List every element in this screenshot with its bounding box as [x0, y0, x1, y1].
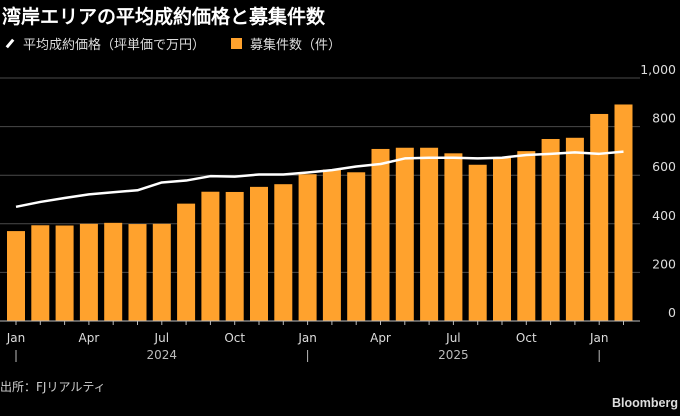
bar	[420, 147, 439, 321]
source-note: 出所：FJリアルティ	[0, 380, 106, 394]
bar	[541, 138, 560, 321]
x-tick-label: Jan	[6, 331, 26, 345]
y-tick-label: 600	[652, 159, 676, 174]
legend: 平均成約価格（坪単価で万円） 募集件数（件）	[2, 34, 341, 53]
x-tick-label: Jan	[297, 331, 317, 345]
legend-bar-label: 募集件数（件）	[250, 38, 342, 53]
bar	[347, 172, 366, 321]
bar	[31, 225, 50, 321]
bar	[177, 203, 196, 321]
x-tick-label: Jan	[589, 331, 609, 345]
y-tick-label: 400	[652, 208, 676, 223]
bar	[274, 184, 293, 321]
year-label: 2024	[147, 348, 178, 362]
bar	[250, 186, 268, 321]
bar	[201, 191, 220, 321]
year-label: 2025	[438, 348, 469, 362]
x-tick-label: Apr	[370, 331, 391, 345]
bar	[493, 157, 511, 321]
bar	[7, 231, 25, 321]
bar	[152, 223, 171, 321]
x-tick-label: Jul	[154, 331, 169, 345]
x-tick-label: Oct	[224, 331, 245, 345]
bar	[322, 169, 341, 321]
x-tick-label: Jul	[445, 331, 460, 345]
chart-title: 湾岸エリアの平均成約価格と募集件数	[2, 6, 326, 28]
bar	[565, 137, 584, 321]
bar	[468, 164, 487, 321]
bar	[517, 151, 536, 321]
x-tick-label: Apr	[79, 331, 100, 345]
y-tick-label: 1,000	[640, 62, 676, 77]
bloomberg-logo: Bloomberg	[612, 396, 678, 410]
bar	[55, 225, 74, 321]
bar	[444, 153, 463, 321]
bar	[395, 147, 414, 321]
bar	[590, 113, 609, 322]
x-tick-label: Oct	[516, 331, 537, 345]
bar	[128, 224, 147, 321]
bar-legend-swatch-icon	[231, 38, 243, 49]
bar	[104, 222, 123, 321]
bar	[614, 104, 633, 321]
y-tick-label: 0	[668, 305, 676, 320]
price-line	[15, 150, 624, 209]
bar	[298, 174, 317, 321]
bar	[79, 223, 98, 321]
bar	[225, 191, 244, 321]
bar	[371, 148, 390, 321]
y-tick-label: 800	[652, 111, 676, 126]
legend-line-label: 平均成約価格（坪単価で万円）	[23, 38, 206, 53]
y-tick-label: 200	[652, 256, 676, 271]
